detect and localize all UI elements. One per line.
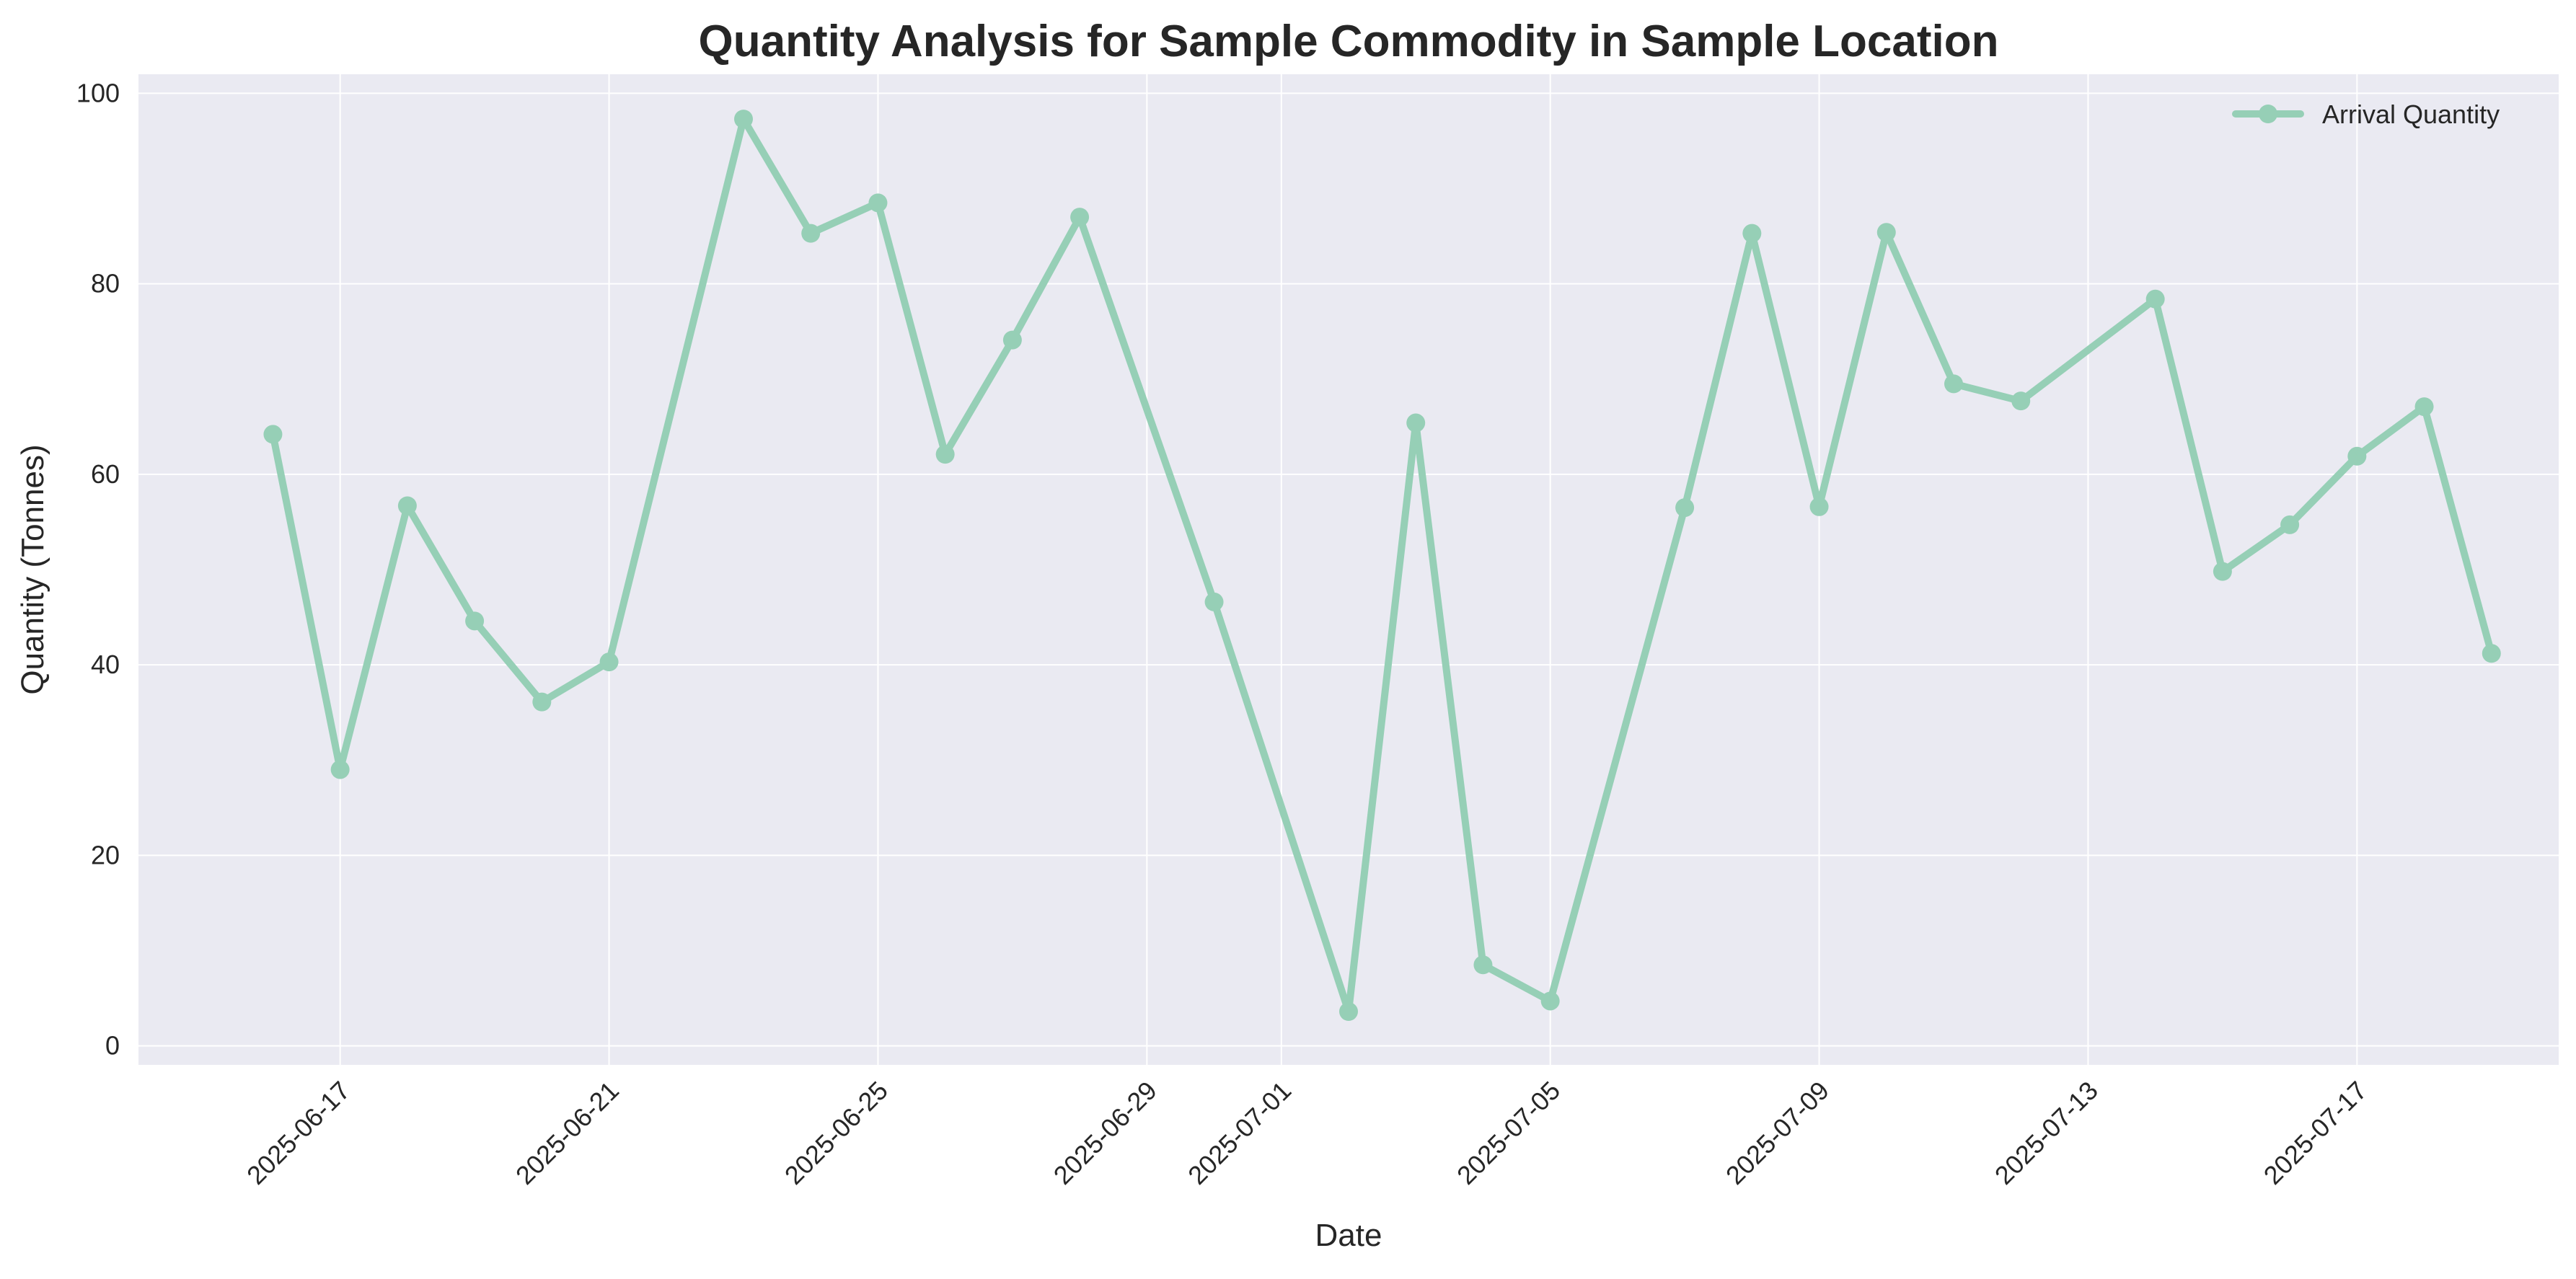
data-point [2482,644,2501,663]
data-point [2213,562,2232,581]
y-tick-label: 40 [91,650,120,679]
data-point [801,224,821,243]
data-point [1809,497,1829,516]
data-point [1944,374,1963,394]
y-axis-label: Quantity (Tonnes) [15,444,50,694]
data-point [1070,208,1090,227]
y-tick-label: 80 [91,269,120,298]
data-point [1473,955,1493,975]
data-point [2280,515,2300,534]
x-tick-label: 2025-07-01 [1182,1076,1297,1190]
data-point [1675,498,1695,518]
x-axis-label: Date [1315,1218,1382,1253]
data-point [2145,289,2165,309]
data-point [599,652,619,672]
x-tick-label: 2025-06-21 [510,1076,625,1190]
x-tick-label: 2025-07-17 [2258,1076,2373,1190]
data-point [2011,391,2031,411]
data-point [734,110,753,129]
data-point [2347,446,2367,466]
data-point [1002,330,1022,350]
x-tick-label: 2025-06-25 [779,1076,894,1190]
data-point [1339,1002,1358,1022]
plot-area [138,74,2559,1065]
legend-label: Arrival Quantity [2322,99,2500,129]
data-point [1742,224,1762,243]
x-tick-label: 2025-06-29 [1048,1076,1163,1190]
y-tick-label: 60 [91,459,120,489]
x-tick-label: 2025-07-05 [1451,1076,1566,1190]
data-point [1876,223,1896,242]
data-point [465,611,485,631]
legend: Arrival Quantity [2232,99,2500,129]
x-tick-label: 2025-07-09 [1720,1076,1835,1190]
chart-title: Quantity Analysis for Sample Commodity i… [699,17,1999,66]
data-point [532,692,552,712]
y-tick-label: 100 [76,78,120,107]
y-tick-label: 20 [91,840,120,869]
data-point [330,760,350,779]
data-point [1406,413,1426,433]
data-point [868,193,888,213]
data-point [1204,592,1224,611]
series-layer [263,110,2501,1022]
data-point [263,425,283,444]
data-point [397,496,417,515]
x-tick-label: 2025-06-17 [241,1076,356,1190]
data-point [2414,397,2434,417]
data-point [1540,991,1560,1011]
x-tick-label: 2025-07-13 [1989,1076,2104,1190]
legend-marker-swatch [2259,105,2277,123]
y-tick-label: 0 [105,1031,120,1061]
data-point [935,445,955,464]
grid-lines [138,74,2559,1065]
